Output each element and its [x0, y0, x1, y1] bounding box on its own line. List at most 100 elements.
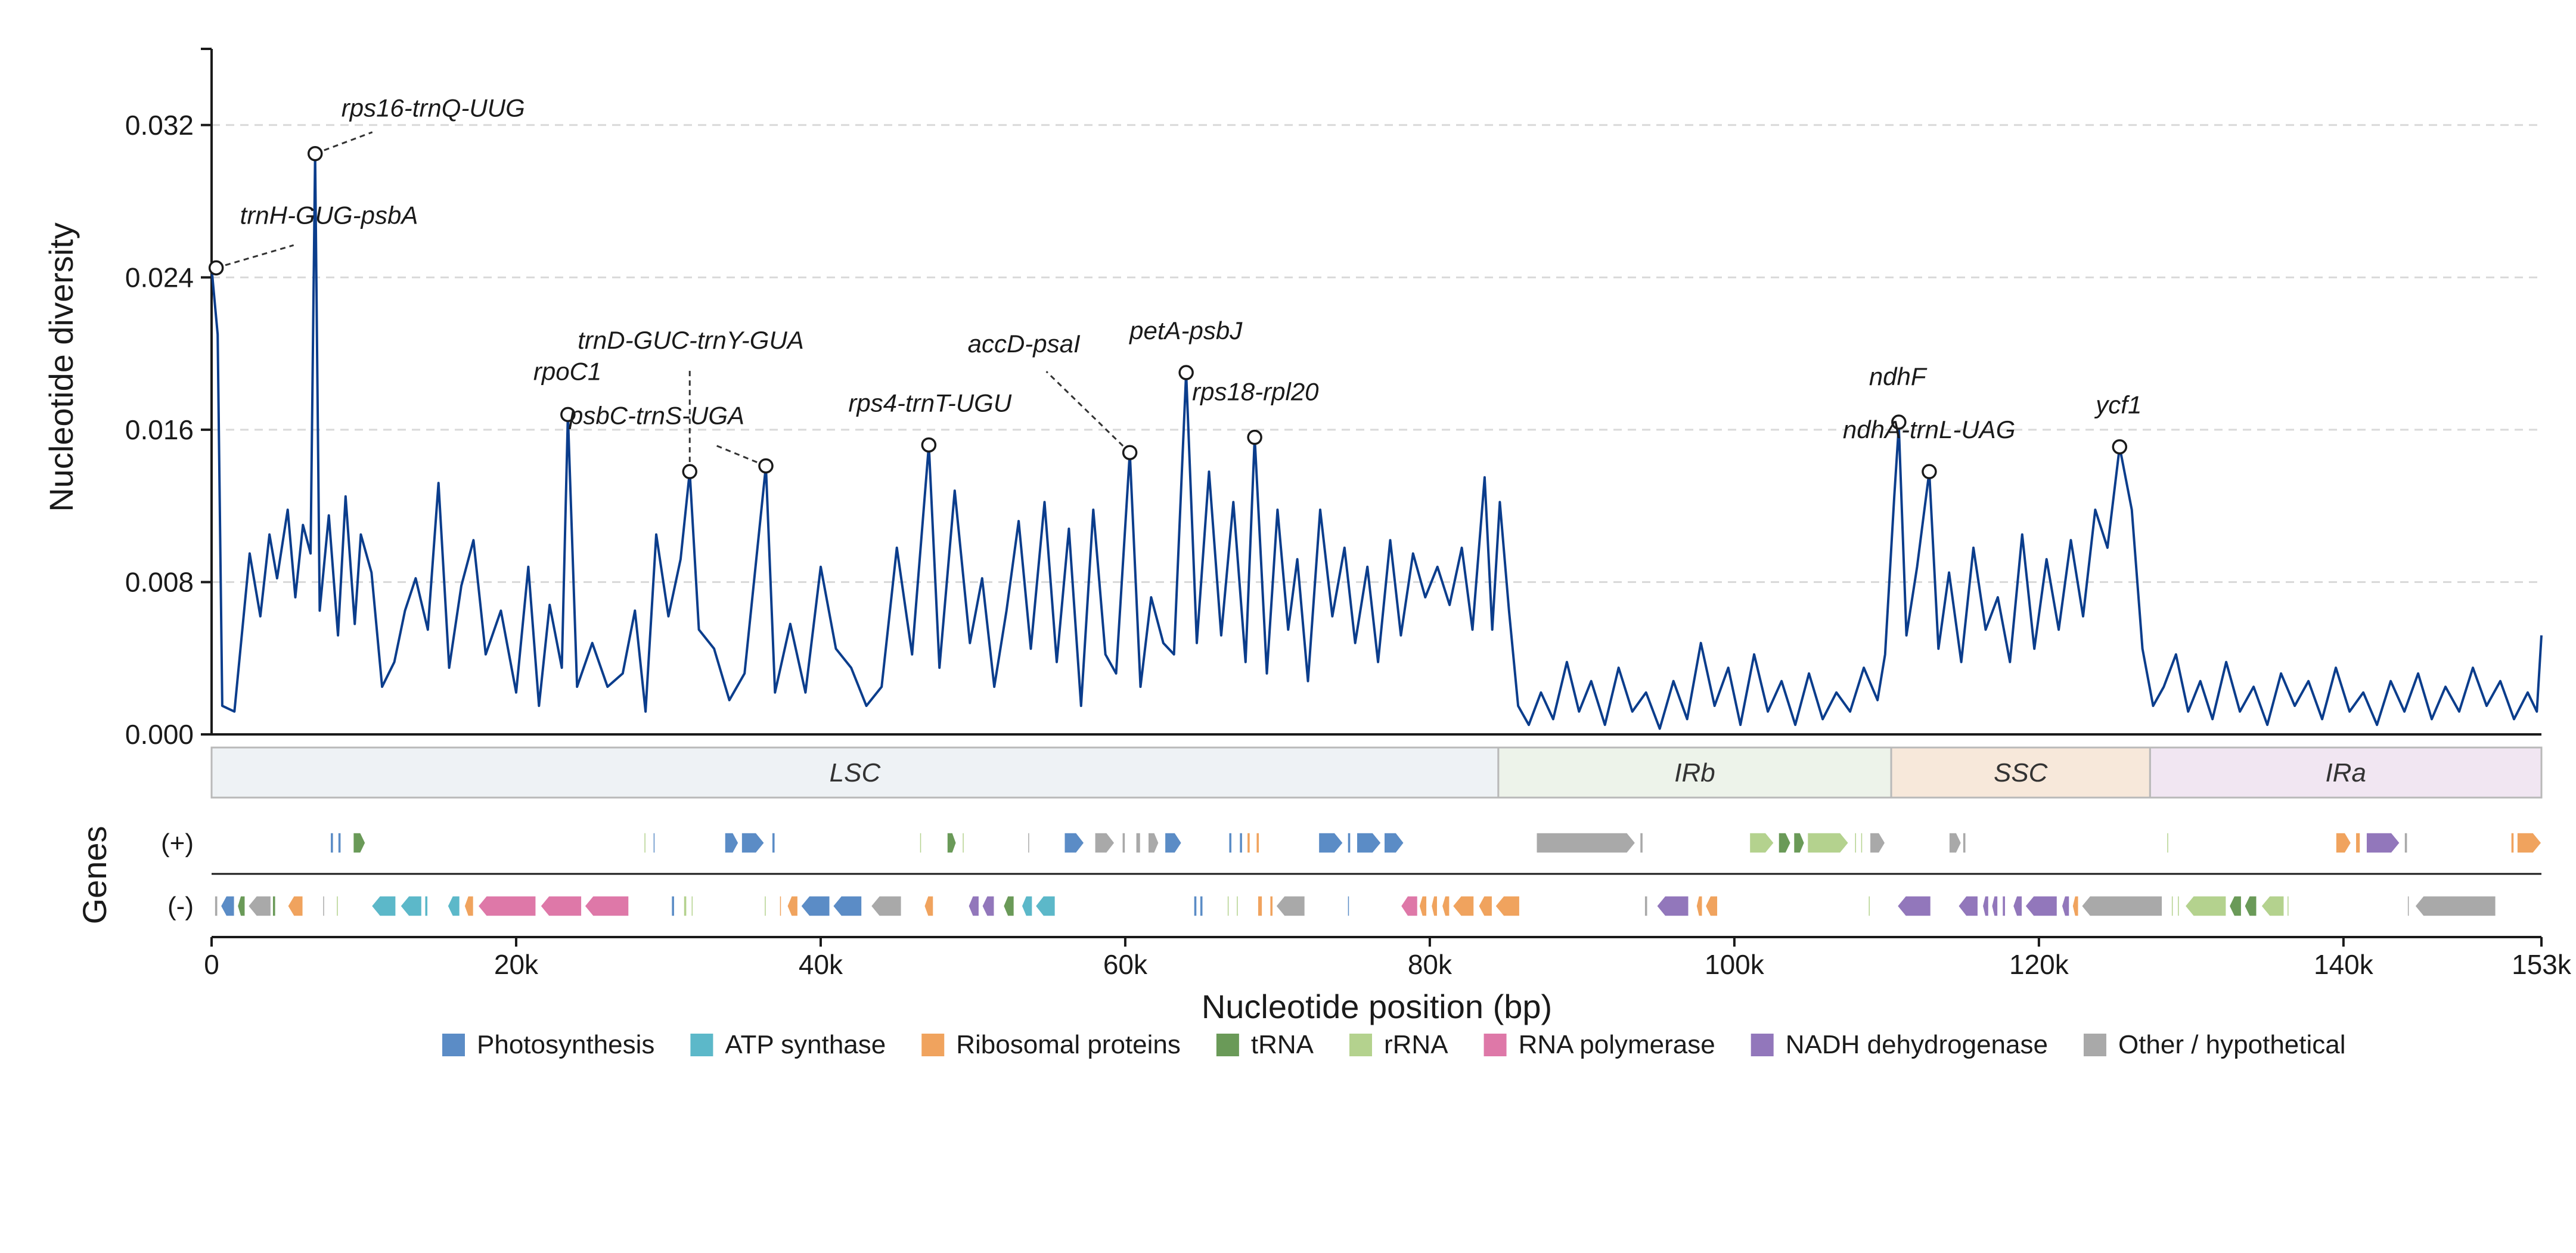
- gene-block: [287, 895, 304, 917]
- region-label: IRa: [2325, 758, 2366, 787]
- gene-block: [1199, 895, 1203, 917]
- gene-block: [2061, 895, 2070, 917]
- gene-block: [1003, 895, 1015, 917]
- peak-marker: [1891, 414, 1907, 430]
- gene-block: [1962, 832, 1966, 854]
- gene-block: [946, 832, 957, 854]
- gene-block: [779, 895, 782, 917]
- gene-block: [1094, 832, 1116, 854]
- peak-label: rps16-trnQ-UUG: [342, 94, 525, 122]
- peak-marker: [1122, 445, 1138, 460]
- gene-block: [2012, 895, 2023, 917]
- gene-block: [2510, 832, 2515, 854]
- region-ira: [2149, 746, 2543, 799]
- gene-block: [220, 895, 235, 917]
- gene-block: [764, 895, 767, 917]
- gene-block: [1536, 832, 1636, 854]
- gene-block: [1239, 832, 1243, 854]
- x-tick-label: 100k: [1705, 949, 1765, 980]
- gene-block: [2286, 895, 2290, 917]
- peak-marker: [758, 458, 774, 474]
- gene-block: [1347, 832, 1351, 854]
- x-tick-label: 40k: [799, 949, 843, 980]
- gene-block: [2184, 895, 2227, 917]
- legend-label: Photosynthesis: [477, 1030, 654, 1059]
- gene-block: [2260, 895, 2285, 917]
- region-label: LSC: [830, 758, 882, 787]
- peak-label: accD-psaI: [968, 330, 1081, 358]
- y-tick-label: 0.032: [125, 110, 194, 141]
- gene-block: [1705, 895, 1718, 917]
- x-tick-label: 80k: [1408, 949, 1453, 980]
- gene-block: [800, 895, 831, 917]
- gene-block: [1419, 895, 1427, 917]
- gridlines: [212, 124, 2541, 583]
- gene-block: [1275, 895, 1306, 917]
- legend: Photosynthesis ATP synthase Ribosomal prot…: [442, 1030, 2346, 1059]
- legend-swatch: [2083, 1034, 2106, 1056]
- legend-label: ATP synthase: [725, 1030, 886, 1059]
- legend-swatch: [921, 1034, 945, 1056]
- gene-block: [1035, 895, 1056, 917]
- x-axis: 0 20k 40k 60k 80k 100k 120k 140k 153k: [204, 936, 2572, 980]
- gene-block: [1193, 895, 1197, 917]
- peak-label: ycf1: [2094, 391, 2142, 419]
- gene-block: [2177, 895, 2180, 917]
- gene-block: [1860, 832, 1863, 854]
- gene-block: [539, 895, 582, 917]
- legend-label: RNA polymerase: [1519, 1030, 1715, 1059]
- gene-block: [1135, 832, 1141, 854]
- gene-block: [683, 895, 687, 917]
- gene-block: [2404, 832, 2408, 854]
- gene-block: [724, 832, 739, 854]
- gene-block: [1257, 895, 1263, 917]
- legend-label: rRNA: [1384, 1030, 1448, 1059]
- gene-block: [2166, 832, 2170, 854]
- peak-marker: [1922, 464, 1937, 479]
- peak-marker: [921, 437, 937, 453]
- gene-block: [2024, 895, 2058, 917]
- legend-swatch: [1216, 1034, 1239, 1056]
- gene-block: [919, 832, 922, 854]
- peak-marker: [307, 145, 323, 162]
- gene-block: [653, 832, 656, 854]
- x-tick-label: 120k: [2009, 949, 2069, 980]
- gene-block: [1255, 832, 1260, 854]
- gene-block: [214, 895, 218, 917]
- gene-block: [671, 895, 675, 917]
- gene-block: [464, 895, 474, 917]
- gene-block: [1982, 895, 1990, 917]
- peak-label: trnH-GUG-psbA: [240, 201, 418, 229]
- gene-block: [643, 832, 647, 854]
- gene-block: [2001, 895, 2006, 917]
- gene-block: [741, 832, 765, 854]
- x-tick-label: 0: [204, 949, 219, 980]
- peak-marker: [2112, 439, 2128, 455]
- gene-block: [1228, 832, 1233, 854]
- gene-block: [2229, 895, 2242, 917]
- peak-label: petA-psbJ: [1128, 317, 1243, 345]
- y-tick-label: 0.016: [125, 414, 194, 445]
- peak-label: rpoC1: [533, 357, 601, 385]
- legend-label: tRNA: [1251, 1030, 1314, 1059]
- peak-marker: [682, 464, 697, 479]
- region-label: IRb: [1674, 758, 1715, 787]
- gene-block: [1164, 832, 1183, 854]
- gene-block: [1246, 832, 1251, 854]
- peak-label: rps18-rpl20: [1192, 378, 1319, 406]
- x-tick-label: 140k: [2314, 949, 2374, 980]
- legend-swatch: [1483, 1034, 1507, 1056]
- minus-strand-label: (-): [167, 892, 194, 921]
- peak-marker: [560, 407, 576, 423]
- gene-block: [691, 895, 694, 917]
- gene-block: [247, 895, 272, 917]
- gene-block: [961, 832, 965, 854]
- gene-block: [923, 895, 934, 917]
- gene-block: [1122, 832, 1126, 854]
- peak-label: ndhF: [1869, 362, 1928, 390]
- gene-block: [1347, 895, 1350, 917]
- gene-block: [1991, 895, 1998, 917]
- gene-block: [1807, 832, 1849, 854]
